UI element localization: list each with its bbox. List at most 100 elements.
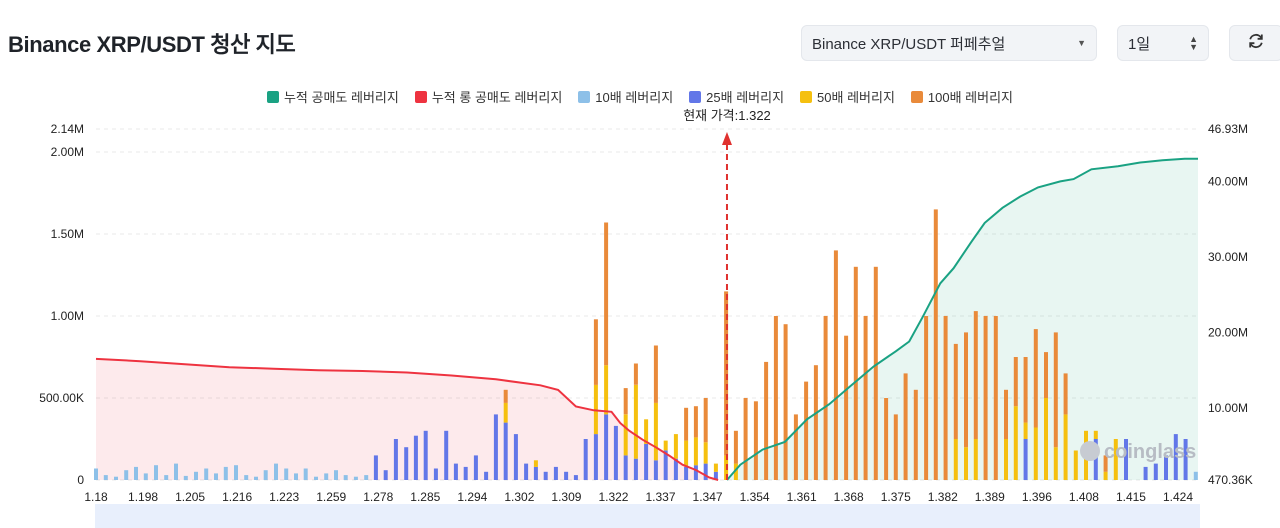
cumulative-line bbox=[95, 357, 719, 481]
pair-select[interactable]: Binance XRP/USDT 퍼페추얼 ▼ bbox=[801, 25, 1097, 61]
bar-segment bbox=[1023, 357, 1028, 423]
bar-segment bbox=[703, 398, 708, 443]
bar-segment bbox=[644, 419, 649, 444]
legend-cum-short[interactable]: 누적 공매도 레버리지 bbox=[266, 87, 399, 106]
bar-segment bbox=[684, 407, 689, 441]
bar-segment bbox=[493, 414, 498, 480]
x-tick-label: 1.354 bbox=[740, 490, 770, 504]
bar-segment bbox=[543, 471, 548, 480]
bar-segment bbox=[124, 470, 129, 480]
bar-segment bbox=[764, 361, 769, 480]
bar-segment bbox=[503, 389, 508, 403]
bar-segment bbox=[1004, 389, 1008, 439]
bar-segment bbox=[364, 475, 369, 480]
bar-segment bbox=[1103, 471, 1108, 480]
legend-label: 50배 레버리지 bbox=[817, 90, 895, 105]
bar-segment bbox=[1173, 434, 1178, 480]
bar-segment bbox=[1193, 471, 1198, 480]
bar-segment bbox=[853, 266, 858, 480]
bar-segment bbox=[863, 316, 868, 480]
axes: 0 500.00K 1.00M 1.50M 2.00M 2.14M 470.36K 10.00… bbox=[39, 122, 1252, 504]
x-tick-label: 1.223 bbox=[269, 490, 299, 504]
bar-segment bbox=[294, 473, 298, 480]
bar-segment bbox=[1044, 398, 1048, 480]
bar-segment bbox=[693, 406, 698, 438]
bar-segment bbox=[684, 466, 689, 480]
legend-25x[interactable]: 25배 레버리지 bbox=[689, 87, 784, 106]
bar-segment bbox=[604, 414, 609, 480]
y-right-tick-label: 20.00M bbox=[1208, 325, 1248, 339]
bar-segment bbox=[1063, 373, 1068, 415]
refresh-button[interactable] bbox=[1229, 25, 1280, 61]
bar-segment bbox=[973, 311, 978, 439]
watermark-text: coinglass bbox=[1104, 441, 1196, 463]
bar-segment bbox=[1033, 427, 1038, 480]
bar-segment bbox=[964, 447, 968, 480]
bar-segment bbox=[893, 414, 898, 480]
bar-segment bbox=[983, 316, 988, 480]
bar-segment bbox=[154, 465, 158, 480]
bar-segment bbox=[844, 335, 849, 480]
bar-segment bbox=[484, 471, 489, 480]
bar-segment bbox=[673, 458, 678, 480]
x-tick-label: 1.294 bbox=[457, 490, 487, 504]
bar-segment bbox=[1093, 439, 1098, 480]
bar-segment bbox=[1113, 439, 1118, 480]
x-tick-label: 1.424 bbox=[1163, 490, 1193, 504]
bar-segment bbox=[903, 373, 908, 480]
bar-segment bbox=[453, 463, 458, 480]
bar-segment bbox=[463, 466, 468, 480]
bar-segment bbox=[804, 381, 809, 480]
y-right-tick-label: 10.00M bbox=[1208, 401, 1248, 415]
bar-segment bbox=[1164, 455, 1168, 480]
x-tick-label: 1.415 bbox=[1116, 490, 1146, 504]
y-right-tick-label: 30.00M bbox=[1208, 250, 1248, 264]
bar-segment bbox=[503, 402, 508, 423]
range-select[interactable]: 1일 ▲ ▼ bbox=[1117, 25, 1209, 61]
bar-segment bbox=[604, 222, 609, 366]
refresh-icon bbox=[1246, 31, 1266, 56]
y-left-tick-label: 1.00M bbox=[51, 309, 84, 323]
y-right-max-label: 46.93M bbox=[1208, 122, 1248, 136]
bar-segment bbox=[673, 434, 678, 459]
bar-segment bbox=[813, 365, 818, 480]
bar-segment bbox=[1053, 332, 1058, 448]
x-tick-label: 1.18 bbox=[84, 490, 108, 504]
x-tick-label: 1.375 bbox=[881, 490, 911, 504]
chart-legend: 누적 공매도 레버리지 누적 롱 공매도 레버리지 10배 레버리지 25배 레… bbox=[0, 87, 1280, 106]
legend-100x[interactable]: 100배 레버리지 bbox=[910, 87, 1013, 106]
bar-segment bbox=[623, 455, 628, 480]
bar-segment bbox=[254, 476, 258, 480]
bar-segment bbox=[593, 319, 598, 385]
bar-segment bbox=[1124, 439, 1128, 480]
bar-segment bbox=[1183, 439, 1188, 480]
bar-segment bbox=[693, 437, 698, 466]
bar-segment bbox=[623, 388, 628, 415]
bar-segment bbox=[433, 468, 438, 480]
legend-swatch bbox=[578, 90, 591, 103]
bar-segment bbox=[564, 471, 569, 480]
bar-segment bbox=[1013, 357, 1018, 407]
bar-segment bbox=[143, 473, 148, 480]
bar-segment bbox=[653, 460, 658, 480]
bar-segment bbox=[174, 463, 178, 480]
bar-segment bbox=[103, 475, 108, 480]
legend-cum-long[interactable]: 누적 롱 공매도 레버리지 bbox=[414, 87, 562, 106]
page-title: Binance XRP/USDT 청산 지도 bbox=[8, 32, 296, 57]
chart-zoom-slider[interactable] bbox=[95, 504, 1200, 528]
y-left-tick-label: 0 bbox=[77, 473, 84, 487]
legend-10x[interactable]: 10배 레버리지 bbox=[578, 87, 673, 106]
legend-50x[interactable]: 50배 레버리지 bbox=[800, 87, 895, 106]
bar-segment bbox=[604, 365, 609, 415]
bar-segment bbox=[943, 316, 948, 480]
bar-segment bbox=[393, 439, 398, 480]
bar-segment bbox=[353, 476, 358, 480]
bar-segment bbox=[553, 466, 558, 480]
bar-segment bbox=[1053, 447, 1058, 480]
bar-segment bbox=[134, 466, 138, 480]
bar-segment bbox=[573, 475, 578, 480]
bar-segment bbox=[693, 465, 698, 480]
bar-segment bbox=[533, 460, 538, 467]
bar-segment bbox=[684, 440, 689, 467]
